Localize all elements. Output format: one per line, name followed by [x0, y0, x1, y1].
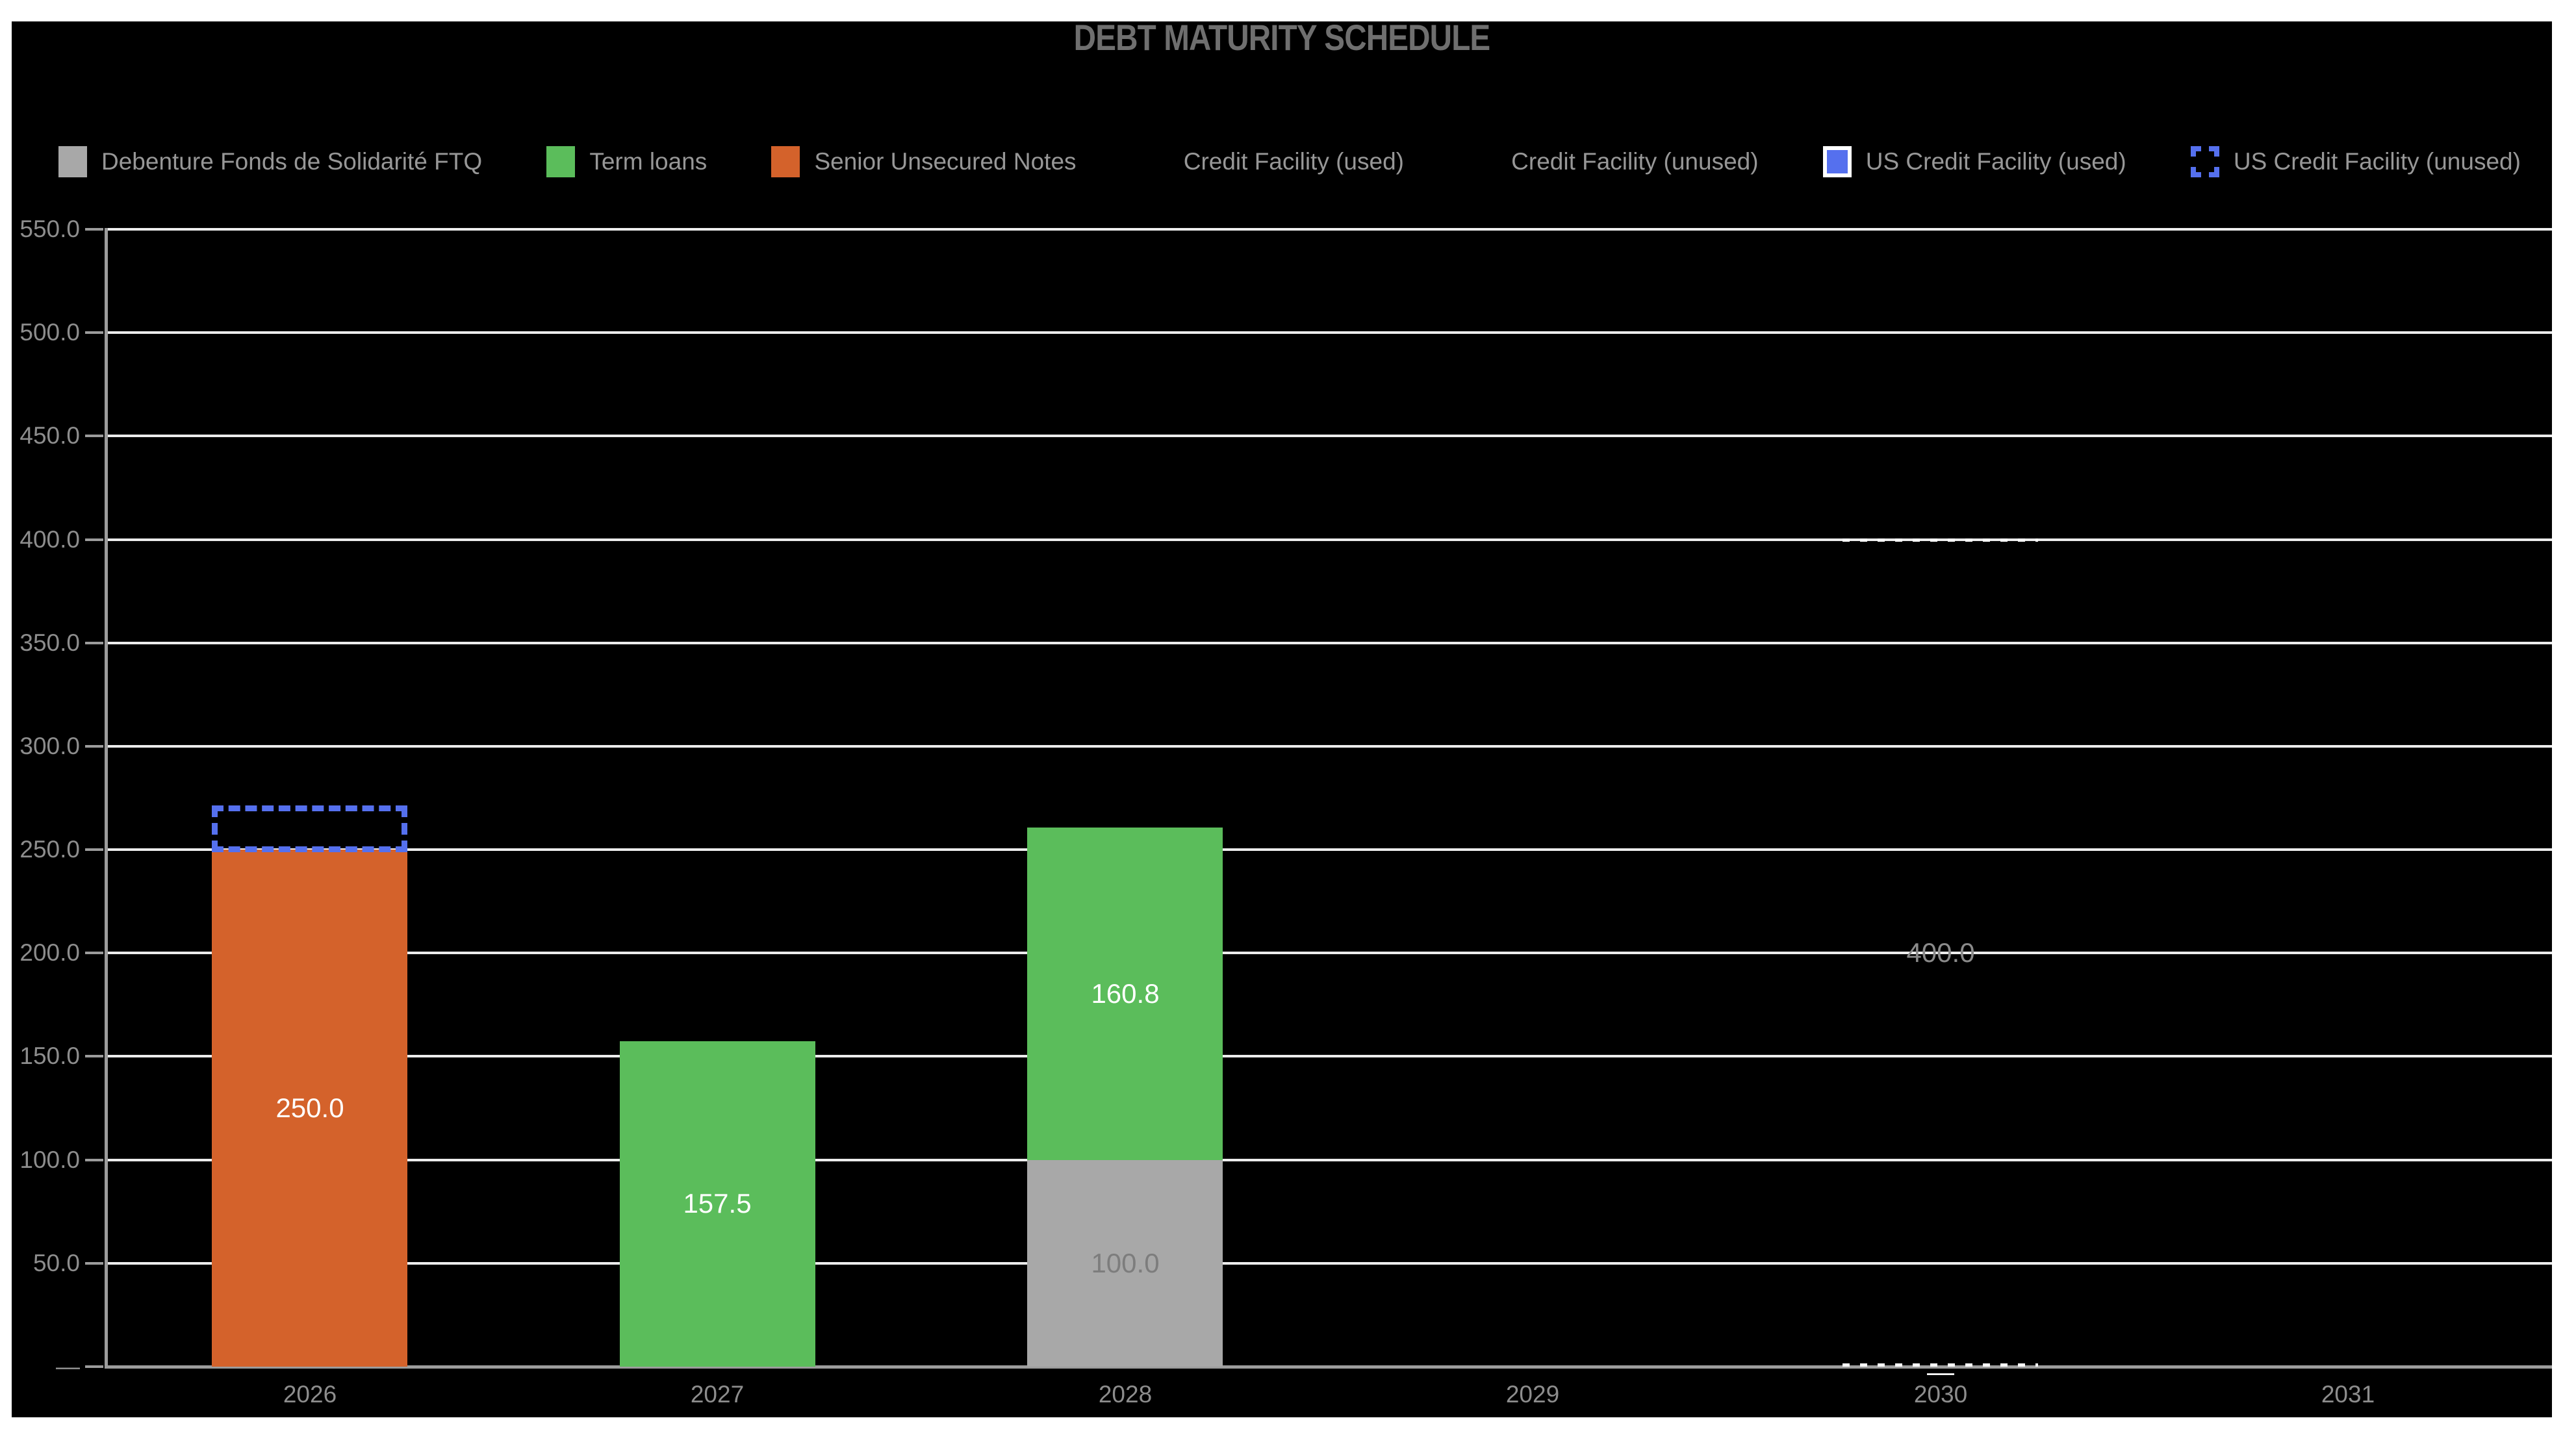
x-tick-label: 2030	[1913, 1381, 1968, 1408]
y-tick	[85, 228, 103, 231]
y-tick	[85, 331, 103, 334]
bar-value-label: 157.5	[683, 1188, 752, 1219]
y-tick	[85, 848, 103, 851]
legend-swatch-senior-unsecured-notes	[771, 146, 800, 177]
x-tick-label: 2026	[283, 1381, 337, 1408]
y-tick-label: 200.0	[19, 939, 80, 966]
x-tick-label: 2028	[1098, 1381, 1153, 1408]
bar-value-label: 100.0	[1091, 1248, 1160, 1278]
y-tick-label: 150.0	[19, 1043, 80, 1069]
y-tick-label: 500.0	[19, 319, 80, 346]
legend-swatch-us-credit-facility-unused	[2190, 146, 2219, 177]
y-tick-label: 450.0	[19, 422, 80, 449]
y-tick	[85, 1055, 103, 1057]
legend-item-label: Debenture Fonds de Solidarité FTQ	[101, 148, 483, 175]
legend-item-label: Term loans	[589, 148, 708, 175]
bar-value-label: —	[1927, 1356, 1954, 1387]
legend-swatch-credit-facility-unused	[1468, 146, 1498, 177]
bar-segment-debenture-fonds-de-solidarit-ftq-2028	[1027, 1160, 1223, 1367]
y-tick	[85, 435, 103, 437]
y-gridline	[106, 1159, 2552, 1161]
x-tick-label: 2027	[690, 1381, 745, 1408]
bar-value-label: 250.0	[275, 1093, 344, 1123]
bar-segment-senior-unsecured-notes-2026	[212, 850, 407, 1367]
y-tick-label: 550.0	[19, 216, 80, 242]
y-tick	[85, 538, 103, 541]
legend-item-debenture-fonds-de-solidarit-ftq: Debenture Fonds de Solidarité FTQ	[58, 146, 482, 177]
legend-item-label: Credit Facility (used)	[1183, 148, 1404, 175]
x-tick-label: 2029	[1505, 1381, 1560, 1408]
bar-value-label: 160.8	[1091, 978, 1160, 1009]
legend-item-us-credit-facility-unused: US Credit Facility (unused)	[2190, 146, 2521, 177]
y-tick	[85, 642, 103, 644]
y-gridline	[106, 331, 2552, 334]
y-gridline	[106, 642, 2552, 644]
bar-segment-term-loans-2028	[1027, 828, 1223, 1160]
y-axis-line	[105, 228, 108, 1368]
bar-segment-us-credit-facility-unused-2026	[212, 805, 407, 852]
legend-swatch-debenture-fonds-de-solidarit-ftq	[58, 146, 87, 177]
bar-value-label: 400.0	[1906, 937, 1975, 968]
plot-area: — 50.0 100.0 150.0 200.0 250.0 300.0 350.0 400.0…	[12, 21, 2552, 1417]
y-gridline	[106, 228, 2552, 231]
y-tick	[85, 1159, 103, 1161]
y-tick-label: 300.0	[19, 733, 80, 759]
legend-item-label: US Credit Facility (used)	[1865, 148, 2126, 175]
legend-swatch-term-loans	[546, 146, 576, 177]
y-tick-label: 50.0	[32, 1250, 80, 1276]
y-tick	[85, 1365, 103, 1368]
legend: Debenture Fonds de Solidarité FTQ Term lo…	[58, 142, 2521, 181]
bar-segment-credit-facility-unused-2030-top	[1843, 538, 2038, 542]
y-tick-label: 250.0	[19, 836, 80, 863]
legend-swatch-credit-facility-used	[1140, 146, 1169, 177]
y-gridline	[106, 848, 2552, 851]
y-tick	[85, 745, 103, 748]
legend-item-term-loans: Term loans	[546, 146, 707, 177]
y-gridline	[106, 435, 2552, 437]
y-gridline	[106, 538, 2552, 541]
legend-item-us-credit-facility-used: US Credit Facility (used)	[1822, 146, 2126, 177]
x-axis-line	[105, 1365, 2552, 1369]
y-tick	[85, 952, 103, 954]
y-gridline	[106, 745, 2552, 748]
y-gridline	[106, 1055, 2552, 1057]
y-tick-label: 400.0	[19, 526, 80, 553]
y-gridline	[106, 952, 2552, 954]
y-tick-label: —	[56, 1353, 80, 1380]
y-tick-label: 100.0	[19, 1146, 80, 1173]
y-gridline	[106, 1262, 2552, 1265]
chart-title: DEBT MATURITY SCHEDULE	[1073, 21, 1491, 58]
x-tick-label: 2031	[2321, 1381, 2375, 1408]
bar-segment-credit-facility-unused-2030-bottom	[1843, 1363, 2038, 1367]
legend-item-credit-facility-unused: Credit Facility (unused)	[1468, 146, 1759, 177]
y-tick-label: 350.0	[19, 629, 80, 656]
chart-card: DEBT MATURITY SCHEDULE Debenture Fonds d…	[12, 21, 2552, 1417]
legend-item-label: Senior Unsecured Notes	[814, 148, 1077, 175]
legend-swatch-us-credit-facility-used	[1822, 146, 1852, 177]
legend-item-label: Credit Facility (unused)	[1511, 148, 1759, 175]
legend-item-credit-facility-used: Credit Facility (used)	[1140, 146, 1404, 177]
y-tick	[85, 1262, 103, 1265]
legend-item-label: US Credit Facility (unused)	[2233, 148, 2521, 175]
bar-segment-term-loans-2027	[620, 1041, 815, 1367]
legend-item-senior-unsecured-notes: Senior Unsecured Notes	[771, 146, 1077, 177]
